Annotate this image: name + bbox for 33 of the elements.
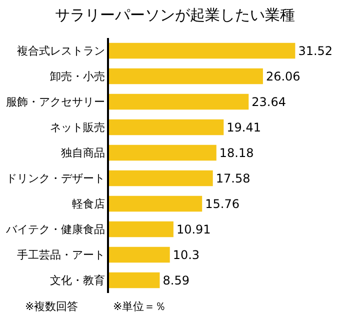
data-label: 10.3 <box>172 248 200 262</box>
bar <box>109 94 249 110</box>
data-label: 18.18 <box>219 146 254 160</box>
bar <box>109 272 160 288</box>
bar <box>109 196 202 212</box>
data-label: 31.52 <box>298 44 333 58</box>
y-tick-label: 独自商品 <box>61 146 106 160</box>
bar <box>109 246 170 263</box>
y-tick-label: ドリンク・デザート <box>6 172 106 186</box>
data-label: 23.64 <box>252 94 286 109</box>
bar <box>109 42 296 59</box>
bar <box>109 170 213 186</box>
y-tick-label: 軽食店 <box>72 198 106 211</box>
y-tick-label: 複合式レストラン <box>17 44 106 58</box>
bar <box>109 68 263 84</box>
data-label: 17.58 <box>216 171 250 186</box>
y-tick-label: 手工芸品・アート <box>17 248 106 262</box>
bar <box>109 119 224 136</box>
data-label: 10.91 <box>176 222 211 236</box>
bar <box>109 144 216 161</box>
y-tick-label: ネット販売 <box>50 121 106 134</box>
data-label: 26.06 <box>266 69 300 84</box>
bar <box>109 221 174 238</box>
y-tick-label: 卸売・小売 <box>50 70 106 84</box>
y-tick-label: 服飾・アクセサリー <box>6 96 106 109</box>
chart-title: サラリーパーソンが起業したい業種 <box>55 6 295 24</box>
y-tick-label: バイテク・健康食品 <box>5 223 106 236</box>
data-label: 19.41 <box>226 120 262 134</box>
data-label: 8.59 <box>162 273 190 288</box>
data-label: 15.76 <box>205 196 240 211</box>
y-tick-label: 文化・教育 <box>50 274 106 288</box>
text: ※複数回答 <box>25 300 78 313</box>
text: ※単位＝％ <box>113 300 166 313</box>
